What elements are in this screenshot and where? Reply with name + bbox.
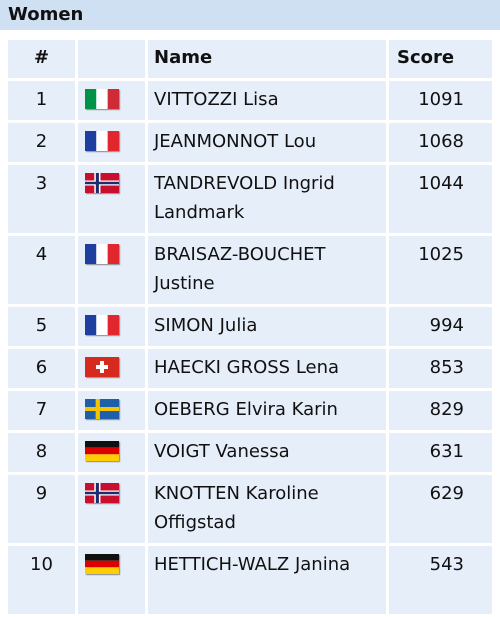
score: 994 (389, 307, 492, 346)
section-title: Women (0, 0, 500, 30)
row: 1 VITTOZZI Lisa 1091 (8, 81, 492, 120)
score: 631 (389, 433, 492, 472)
athlete-name: KNOTTEN Karoline Offigstad (148, 475, 386, 543)
athlete-name: HETTICH-WALZ Janina (148, 546, 386, 614)
row: 7 OEBERG Elvira Karin 829 (8, 391, 492, 430)
score: 1044 (389, 165, 492, 233)
flag-cell (78, 349, 145, 388)
score: 629 (389, 475, 492, 543)
flag-cell (78, 391, 145, 430)
athlete-name: SIMON Julia (148, 307, 386, 346)
row: 10 HETTICH-WALZ Janina 543 (8, 546, 492, 614)
athlete-name: BRAISAZ-BOUCHET Justine (148, 236, 386, 304)
flag-cell (78, 81, 145, 120)
flag-cell (78, 123, 145, 162)
table-head: # Name Score (8, 40, 492, 78)
ranking-table: # Name Score 1 VITTOZZI Lisa 1091 2 JEAN… (5, 37, 495, 617)
flag-cell (78, 433, 145, 472)
column-header: # (8, 40, 75, 78)
flag-france (85, 244, 119, 264)
flag-cell (78, 165, 145, 233)
score: 1068 (389, 123, 492, 162)
header-row: # Name Score (8, 40, 492, 78)
athlete-name: VOIGT Vanessa (148, 433, 386, 472)
column-header: Name (148, 40, 386, 78)
flag-italy (85, 89, 119, 109)
flag-sweden (85, 399, 119, 419)
column-header: Score (389, 40, 492, 78)
rank: 7 (8, 391, 75, 430)
row: 8 VOIGT Vanessa 631 (8, 433, 492, 472)
row: 3 TANDREVOLD Ingrid Landmark 1044 (8, 165, 492, 233)
athlete-name: TANDREVOLD Ingrid Landmark (148, 165, 386, 233)
rank: 10 (8, 546, 75, 614)
row: 6 HAECKI GROSS Lena 853 (8, 349, 492, 388)
flag-france (85, 315, 119, 335)
row: 4 BRAISAZ-BOUCHET Justine 1025 (8, 236, 492, 304)
athlete-name: VITTOZZI Lisa (148, 81, 386, 120)
score: 1025 (389, 236, 492, 304)
flag-switzerland (85, 357, 119, 377)
score: 543 (389, 546, 492, 614)
rank: 4 (8, 236, 75, 304)
score: 853 (389, 349, 492, 388)
score: 829 (389, 391, 492, 430)
rank: 3 (8, 165, 75, 233)
flag-norway (85, 483, 119, 503)
flag-cell (78, 236, 145, 304)
row: 5 SIMON Julia 994 (8, 307, 492, 346)
athlete-name: OEBERG Elvira Karin (148, 391, 386, 430)
flag-norway (85, 173, 119, 193)
flag-germany (85, 441, 119, 461)
rank: 2 (8, 123, 75, 162)
row: 2 JEANMONNOT Lou 1068 (8, 123, 492, 162)
flag-france (85, 131, 119, 151)
column-header (78, 40, 145, 78)
flag-cell (78, 546, 145, 614)
row: 9 KNOTTEN Karoline Offigstad 629 (8, 475, 492, 543)
rank: 9 (8, 475, 75, 543)
score: 1091 (389, 81, 492, 120)
rank: 6 (8, 349, 75, 388)
athlete-name: HAECKI GROSS Lena (148, 349, 386, 388)
flag-germany (85, 554, 119, 574)
flag-cell (78, 307, 145, 346)
rank: 1 (8, 81, 75, 120)
athlete-name: JEANMONNOT Lou (148, 123, 386, 162)
rank: 8 (8, 433, 75, 472)
rank: 5 (8, 307, 75, 346)
table-body: 1 VITTOZZI Lisa 1091 2 JEANMONNOT Lou 10… (8, 81, 492, 614)
flag-cell (78, 475, 145, 543)
